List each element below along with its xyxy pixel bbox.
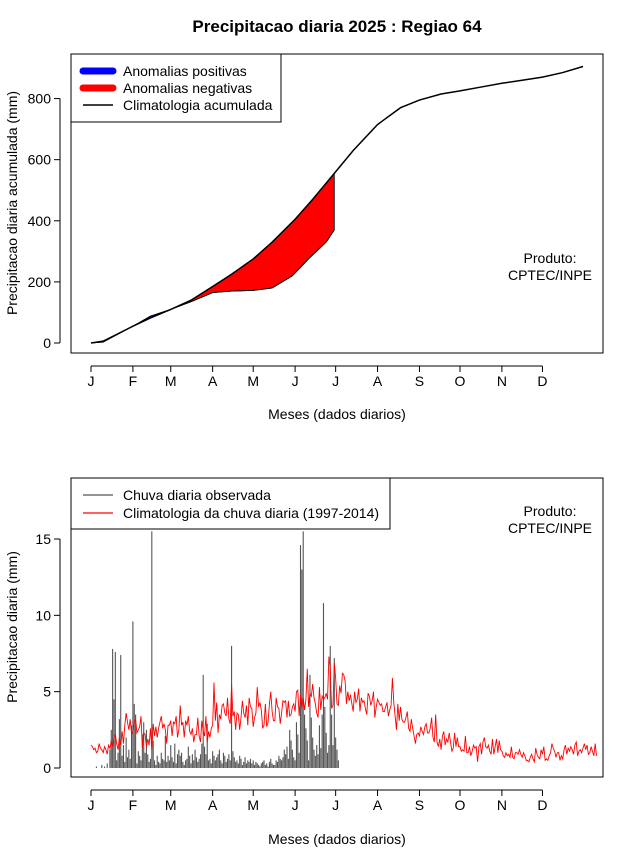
climatology-cumulative-line xyxy=(90,65,584,344)
daily-x-tick-label: S xyxy=(415,797,424,813)
chart-title: Precipitacao diaria 2025 : Regiao 64 xyxy=(192,17,482,36)
daily-x-tick-label: J xyxy=(332,797,339,813)
cumulative-plot-frame xyxy=(70,53,604,354)
cumulative-panel: 0 200 400 600 800 J F M A M J J A S O N D Meses (dados … xyxy=(4,53,604,422)
daily-y-label: Precipitacao diaria (mm) xyxy=(4,551,20,703)
daily-x-tick-label: F xyxy=(129,797,138,813)
cumulative-x-tick-label: A xyxy=(373,373,383,389)
cumulative-x-tick-label: M xyxy=(165,373,177,389)
observed-cumulative-line xyxy=(90,229,335,344)
daily-y-tick-label: 5 xyxy=(43,684,51,700)
legend-label-climatology: Climatologia acumulada xyxy=(123,97,273,113)
daily-y-axis: 0 5 10 15 xyxy=(35,531,61,776)
daily-panel: 0 5 10 15 J F M A M J J A S O N D Meses (dados diarios… xyxy=(4,477,604,847)
daily-x-tick-label: J xyxy=(88,797,95,813)
legend-label-negative: Anomalias negativas xyxy=(123,80,252,96)
daily-y-tick-label: 15 xyxy=(35,531,51,547)
cumulative-plot-area xyxy=(90,65,584,344)
daily-plot-area xyxy=(90,531,597,768)
cumulative-x-label: Meses (dados diarios) xyxy=(268,406,406,422)
cumulative-x-tick-label: J xyxy=(88,373,95,389)
cumulative-y-tick-label: 400 xyxy=(28,213,52,229)
source-note-line2: CPTEC/INPE xyxy=(508,267,592,283)
cumulative-y-label: Precipitacao diaria acumulada (mm) xyxy=(4,91,20,315)
cumulative-x-tick-label: N xyxy=(497,373,507,389)
source-note-line1: Produto: xyxy=(524,503,577,519)
cumulative-y-tick-label: 600 xyxy=(28,152,52,168)
cumulative-x-tick-label: M xyxy=(247,373,259,389)
cumulative-x-tick-label: A xyxy=(208,373,218,389)
cumulative-legend: Anomalias positivas Anomalias negativas … xyxy=(70,53,282,123)
daily-y-tick-label: 0 xyxy=(43,760,51,776)
daily-x-tick-label: A xyxy=(373,797,383,813)
cumulative-x-tick-label: J xyxy=(292,373,299,389)
cumulative-x-tick-label: D xyxy=(537,373,547,389)
cumulative-x-tick-label: J xyxy=(332,373,339,389)
daily-x-tick-label: A xyxy=(208,797,218,813)
daily-legend-box xyxy=(70,477,391,530)
cumulative-y-tick-label: 800 xyxy=(28,91,52,107)
cumulative-y-tick-label: 200 xyxy=(28,274,52,290)
cumulative-x-tick-label: O xyxy=(455,373,466,389)
legend-label-daily-climatology: Climatologia da chuva diaria (1997-2014) xyxy=(123,505,379,521)
daily-climatology-line xyxy=(90,656,597,764)
legend-label-observed: Chuva diaria observada xyxy=(123,487,271,503)
daily-x-label: Meses (dados diarios) xyxy=(268,831,406,847)
cumulative-y-tick-label: 0 xyxy=(43,335,51,351)
daily-x-tick-label: O xyxy=(455,797,466,813)
daily-y-tick-label: 10 xyxy=(35,607,51,623)
daily-legend: Chuva diaria observada Climatologia da c… xyxy=(70,477,391,530)
cumulative-x-tick-label: S xyxy=(415,373,424,389)
daily-x-tick-label: J xyxy=(292,797,299,813)
cumulative-y-axis: 0 200 400 600 800 xyxy=(28,91,61,351)
daily-x-tick-label: M xyxy=(165,797,177,813)
source-note-line2: CPTEC/INPE xyxy=(508,520,592,536)
cumulative-x-tick-label: F xyxy=(129,373,138,389)
daily-x-tick-label: D xyxy=(537,797,547,813)
legend-label-positive: Anomalias positivas xyxy=(123,63,247,79)
daily-x-tick-label: M xyxy=(247,797,259,813)
negative-anomaly-area xyxy=(171,172,335,310)
source-note-line1: Produto: xyxy=(524,250,577,266)
daily-x-tick-label: N xyxy=(497,797,507,813)
